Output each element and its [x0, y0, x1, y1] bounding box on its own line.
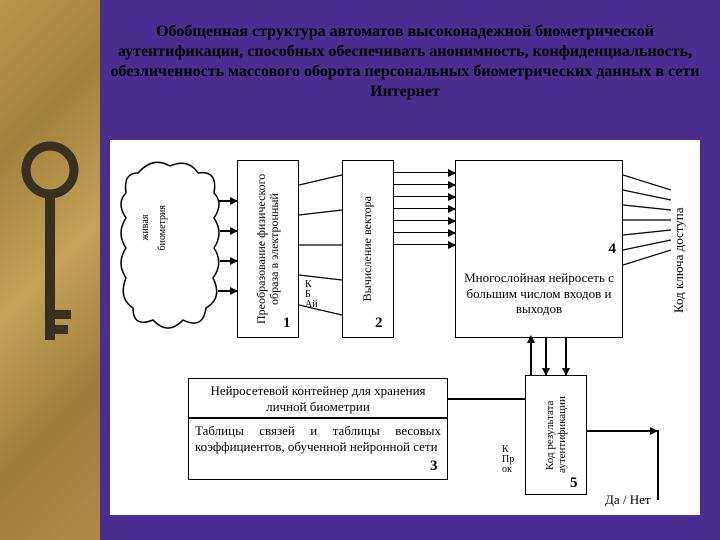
cloud-label: живая [140, 205, 151, 250]
block1-label: Преобразование физического образа в элек… [255, 161, 281, 337]
output-label: Код ключа доступа [672, 180, 686, 340]
container-box: Нейросетевой контейнер для хранения личн… [188, 378, 448, 418]
block-1: Преобразование физического образа в элек… [237, 160, 299, 338]
block1-num: 1 [283, 315, 291, 332]
block-5: Код результата аутентификации [525, 375, 587, 495]
key-icon [20, 140, 80, 360]
block5-label: Код результата аутентификации [544, 376, 568, 494]
tables-box: Таблицы связей и таблицы весовых коэффиц… [188, 418, 448, 480]
block2-label: Вычисление вектора [361, 196, 374, 301]
cloud-label: биометрия [157, 205, 168, 250]
block3-num: 3 [430, 458, 438, 475]
block-2: Вычисление вектора [342, 160, 394, 338]
block2-num: 2 [375, 315, 383, 332]
fan-4-out [623, 160, 671, 338]
block5-num: 5 [570, 475, 578, 492]
block4-text: Многослойная нейросеть с большим числом … [456, 266, 622, 321]
fan-1-2 [299, 160, 342, 338]
block-4: 4 Многослойная нейросеть с большим число… [455, 160, 623, 338]
cloud-labels: живая биометрия [140, 205, 168, 250]
cloud-shape [118, 158, 223, 333]
block5-sub: К Пр ок [502, 445, 514, 475]
block4-num: 4 [609, 241, 617, 258]
page-title: Обобщенная структура автоматов высоконад… [110, 22, 700, 102]
footer-text: Да / Нет [605, 492, 651, 508]
container-line2: Таблицы связей и таблицы весовых коэффиц… [189, 419, 447, 458]
diagram-panel: живая биометрия Преобразование физическо… [110, 140, 700, 515]
container-line1: Нейросетевой контейнер для хранения личн… [189, 379, 447, 418]
